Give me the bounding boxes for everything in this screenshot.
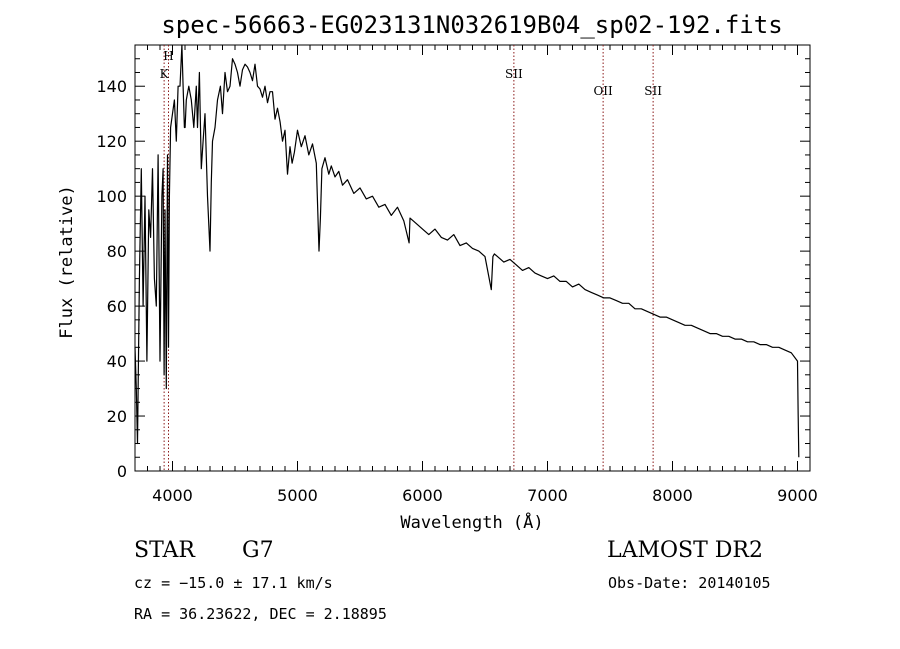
x-tick-label: 4000 [152,486,193,505]
x-tick-label: 5000 [277,486,318,505]
y-tick-label: 20 [107,407,127,426]
spectral-line-markers: HK SII OII SII [160,45,662,471]
x-tick-label: 7000 [527,486,568,505]
survey-name: LAMOST DR2 [607,538,763,563]
spectrum-chart: spec-56663-EG023131N032619B04_sp02-192.f… [57,11,818,533]
x-axis-label: Wavelength (Å) [400,511,543,533]
y-tick-label: 80 [107,242,127,261]
line-marker-label: H [163,49,173,63]
y-tick-label: 100 [96,187,127,206]
x-tick-label: 6000 [402,486,443,505]
line-marker-label: SII [505,67,523,81]
spectrum-line [134,44,800,458]
redshift-value: cz = −15.0 ± 17.1 km/s [134,574,333,592]
x-axis-ticks: 4000 5000 6000 7000 8000 9000 [134,45,818,505]
coordinates: RA = 36.23622, DEC = 2.18895 [134,605,387,623]
x-tick-label: 9000 [777,486,818,505]
y-axis-label: Flux (relative) [57,185,77,339]
y-axis-ticks: 0 20 40 60 80 100 120 140 [96,44,810,481]
y-tick-label: 0 [117,462,127,481]
spectral-subclass: G7 [242,538,274,563]
y-tick-label: 60 [107,297,127,316]
plot-frame [134,44,811,472]
x-tick-label: 8000 [652,486,693,505]
observation-date: Obs-Date: 20140105 [608,574,771,592]
y-tick-label: 40 [107,352,127,371]
line-marker-label: OII [593,84,613,98]
chart-title: spec-56663-EG023131N032619B04_sp02-192.f… [161,11,782,39]
object-type: STAR [134,538,195,563]
y-tick-label: 140 [96,77,127,96]
y-tick-label: 120 [96,132,127,151]
line-marker-label: K [160,67,170,81]
line-marker-label: SII [644,84,662,98]
